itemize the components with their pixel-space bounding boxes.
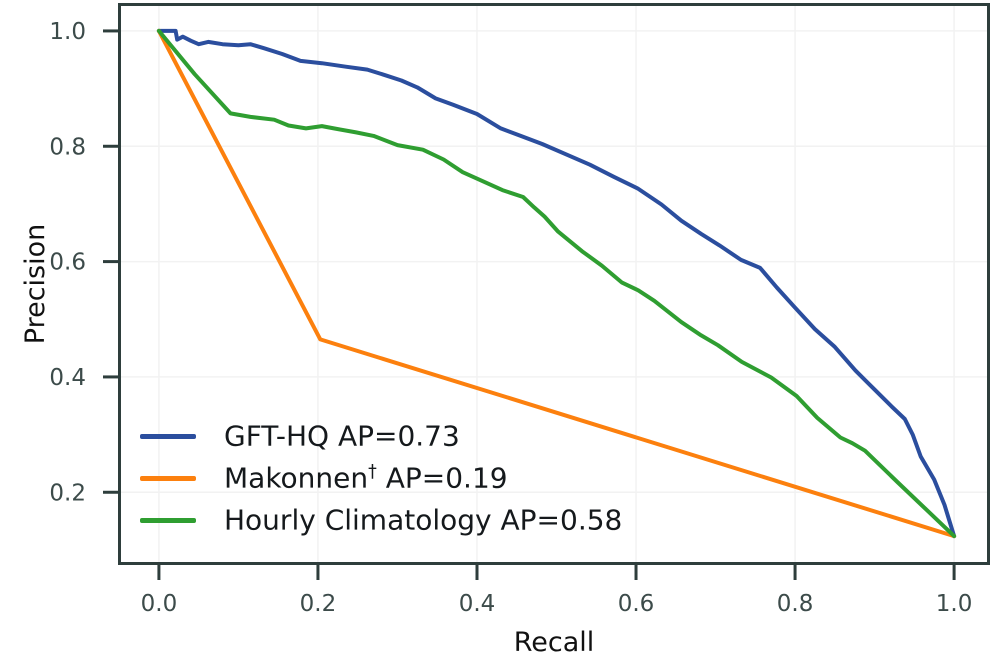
legend-label-makonnen: Makonnen† AP=0.19 [224, 461, 508, 495]
curves [156, 28, 957, 539]
x-tick-label: 0.8 [777, 591, 814, 617]
legend: GFT-HQ AP=0.73 Makonnen† AP=0.19 Hourly … [140, 415, 622, 541]
grid-lines [119, 4, 989, 564]
y-axis-label: Precision [20, 224, 51, 344]
legend-item-makonnen: Makonnen† AP=0.19 [140, 457, 622, 499]
series-makonnen-line [156, 28, 957, 539]
x-tick-label: 1.0 [936, 591, 973, 617]
legend-line-swatch-gft-hq [140, 433, 196, 439]
legend-line-swatch-makonnen [140, 475, 196, 481]
y-tick-label: 0.8 [49, 134, 86, 160]
y-tick-label: 0.2 [49, 480, 86, 506]
axis-ticks [103, 29, 956, 580]
series-gft-hq-line [156, 28, 957, 539]
legend-label-gft-hq: GFT-HQ AP=0.73 [224, 419, 460, 453]
series-hourly-climatology-line [156, 28, 957, 539]
x-tick-label: 0.2 [300, 591, 337, 617]
y-tick-label: 0.6 [49, 250, 86, 276]
legend-item-hourly-climatology: Hourly Climatology AP=0.58 [140, 499, 622, 541]
dagger-superscript: † [368, 461, 377, 482]
x-tick-label: 0.6 [618, 591, 655, 617]
x-axis-label: Recall [514, 627, 595, 658]
tick-labels: 0.0 0.2 0.4 0.6 0.8 1.0 0.2 0.4 0.6 0.8 1.0 [49, 19, 972, 617]
legend-item-gft-hq: GFT-HQ AP=0.73 [140, 415, 622, 457]
legend-line-swatch-hourly-climatology [140, 517, 196, 523]
x-tick-label: 0.4 [459, 591, 496, 617]
x-tick-label: 0.0 [141, 591, 178, 617]
legend-label-hourly-climatology: Hourly Climatology AP=0.58 [224, 503, 623, 537]
y-tick-label: 1.0 [49, 19, 86, 45]
y-tick-label: 0.4 [49, 365, 86, 391]
axes-frame [118, 3, 990, 565]
